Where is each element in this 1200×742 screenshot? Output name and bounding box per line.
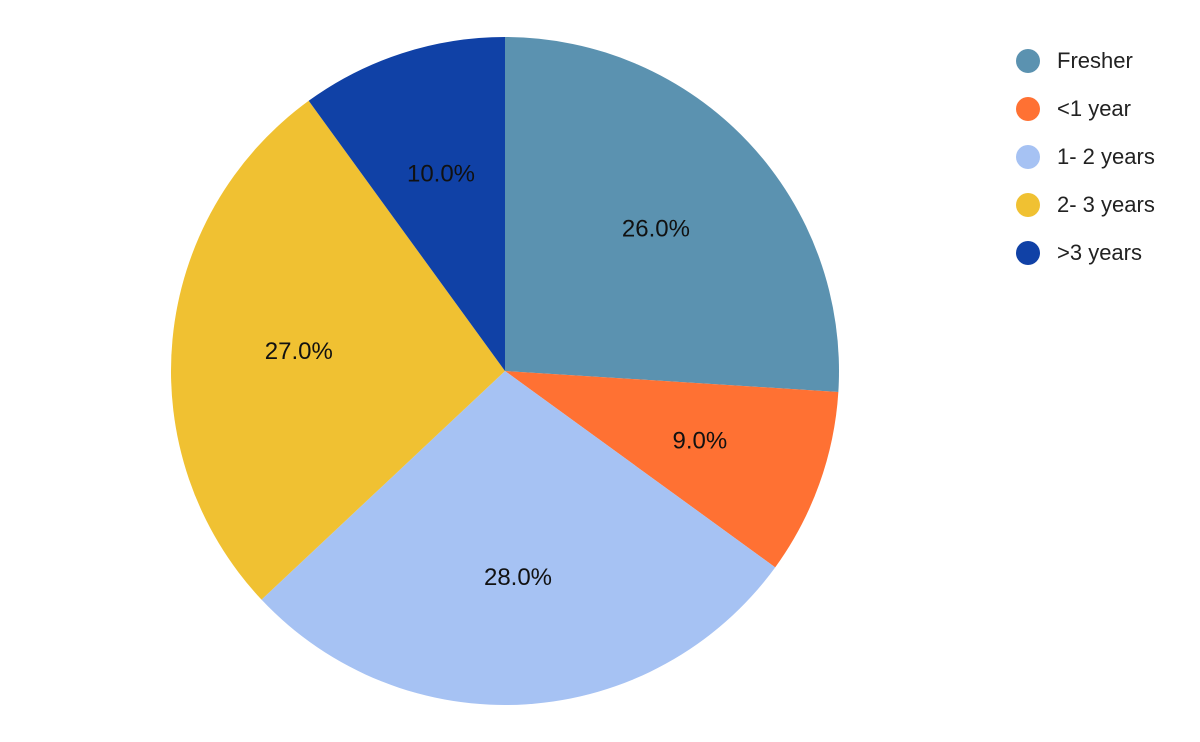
legend-item-1-2-years: 1- 2 years [1016,133,1155,181]
legend-swatch-more-than-3-years [1016,241,1040,265]
slice-label-2-3-years: 27.0% [265,338,333,365]
slice-label-fresher: 26.0% [622,216,690,243]
legend-swatch-less-than-1-year [1016,97,1040,121]
legend: Fresher <1 year 1- 2 years 2- 3 years >3… [1016,37,1155,277]
legend-label-1-2-years: 1- 2 years [1057,144,1155,169]
pie-slice-1-2-years [261,371,776,706]
pie-slice-fresher [505,37,839,392]
legend-item-2-3-years: 2- 3 years [1016,181,1155,229]
pie-slice-more-than-3-years [308,37,505,371]
legend-label-less-than-1-year: <1 year [1057,96,1131,121]
pie-slice-less-than-1-year [505,371,839,568]
slice-label-more-than-3-years: 10.0% [407,161,475,188]
legend-label-more-than-3-years: >3 years [1057,240,1142,265]
legend-item-more-than-3-years: >3 years [1016,229,1155,277]
pie-slice-2-3-years [170,100,505,600]
slice-label-less-than-1-year: 9.0% [672,428,727,455]
legend-swatch-2-3-years [1016,193,1040,217]
legend-swatch-1-2-years [1016,145,1040,169]
legend-label-fresher: Fresher [1057,48,1133,73]
legend-item-less-than-1-year: <1 year [1016,85,1155,133]
legend-item-fresher: Fresher [1016,37,1155,85]
legend-swatch-fresher [1016,49,1040,73]
legend-label-2-3-years: 2- 3 years [1057,192,1155,217]
slice-label-1-2-years: 28.0% [484,564,552,591]
